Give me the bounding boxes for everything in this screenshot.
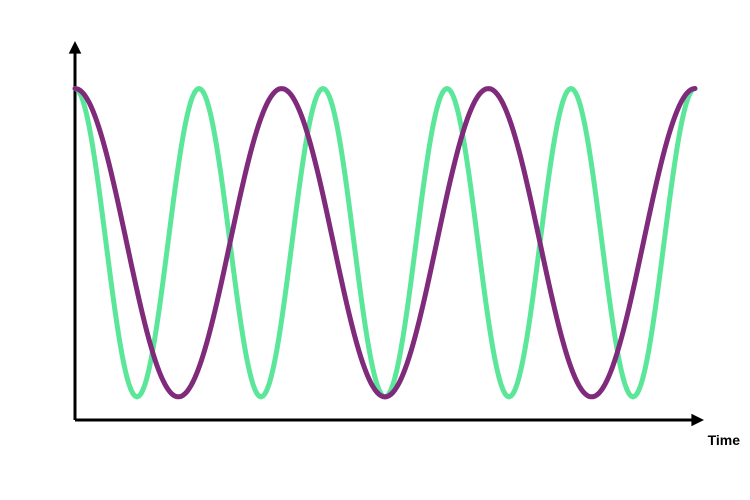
series-green bbox=[75, 89, 695, 397]
x-axis-label: Time bbox=[708, 432, 740, 448]
wave-chart: Time bbox=[0, 0, 750, 500]
chart-svg bbox=[0, 0, 750, 500]
series-layer bbox=[75, 89, 695, 397]
axes bbox=[69, 41, 704, 426]
